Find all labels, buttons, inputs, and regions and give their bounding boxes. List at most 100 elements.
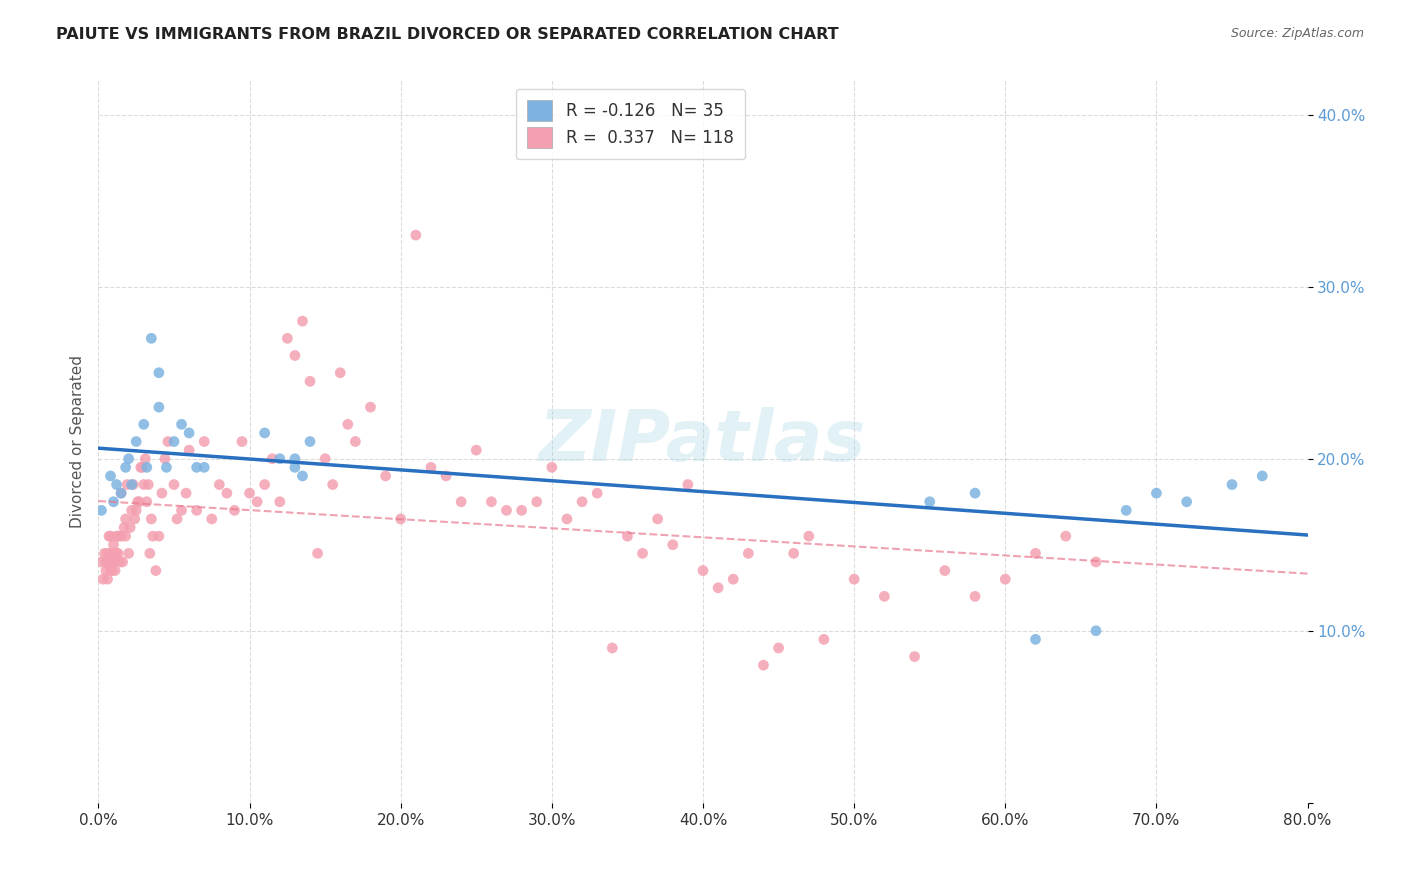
Point	[100, 469, 122, 483]
Point	[783, 546, 806, 560]
Point	[135, 460, 157, 475]
Point	[141, 331, 163, 345]
Point	[284, 349, 307, 363]
Point	[90, 503, 112, 517]
Point	[125, 503, 148, 517]
Point	[360, 400, 382, 414]
Point	[322, 477, 344, 491]
Point	[115, 477, 138, 491]
Point	[105, 546, 128, 560]
Point	[344, 434, 367, 449]
Point	[481, 494, 503, 508]
Y-axis label: Divorced or Separated: Divorced or Separated	[69, 355, 84, 528]
Point	[105, 477, 128, 491]
Point	[1220, 477, 1243, 491]
Point	[105, 529, 128, 543]
Point	[586, 486, 609, 500]
Legend: R = -0.126   N= 35, R =  0.337   N= 118: R = -0.126 N= 35, R = 0.337 N= 118	[516, 88, 745, 160]
Point	[127, 494, 149, 508]
Point	[107, 546, 129, 560]
Point	[844, 572, 866, 586]
Point	[108, 555, 131, 569]
Point	[141, 512, 163, 526]
Point	[707, 581, 730, 595]
Point	[103, 555, 125, 569]
Point	[616, 529, 638, 543]
Point	[647, 512, 669, 526]
Point	[540, 460, 562, 475]
Point	[100, 564, 122, 578]
Point	[112, 520, 135, 534]
Point	[389, 512, 412, 526]
Point	[142, 529, 165, 543]
Point	[128, 494, 150, 508]
Point	[163, 434, 186, 449]
Point	[121, 477, 143, 491]
Point	[208, 477, 231, 491]
Point	[510, 503, 533, 517]
Point	[148, 400, 170, 414]
Point	[136, 477, 159, 491]
Point	[253, 425, 276, 440]
Point	[193, 434, 215, 449]
Point	[1251, 469, 1274, 483]
Point	[110, 529, 132, 543]
Point	[752, 658, 775, 673]
Point	[253, 477, 276, 491]
Point	[336, 417, 359, 432]
Point	[329, 366, 352, 380]
Point	[94, 555, 117, 569]
Point	[1054, 529, 1077, 543]
Point	[90, 555, 112, 569]
Point	[148, 366, 170, 380]
Point	[465, 443, 488, 458]
Point	[291, 314, 314, 328]
Point	[269, 494, 291, 508]
Point	[284, 451, 307, 466]
Point	[1024, 546, 1046, 560]
Point	[170, 503, 193, 517]
Point	[131, 460, 153, 475]
Point	[186, 503, 208, 517]
Point	[132, 417, 155, 432]
Point	[246, 494, 269, 508]
Point	[224, 503, 246, 517]
Point	[262, 451, 284, 466]
Point	[114, 529, 136, 543]
Point	[153, 451, 176, 466]
Text: Source: ZipAtlas.com: Source: ZipAtlas.com	[1230, 27, 1364, 40]
Point	[145, 564, 167, 578]
Point	[166, 512, 188, 526]
Point	[797, 529, 820, 543]
Point	[723, 572, 745, 586]
Point	[873, 590, 896, 604]
Point	[122, 477, 145, 491]
Point	[125, 434, 148, 449]
Point	[768, 640, 790, 655]
Point	[1085, 624, 1108, 638]
Point	[150, 486, 173, 500]
Point	[291, 469, 314, 483]
Point	[934, 564, 956, 578]
Point	[98, 529, 121, 543]
Point	[1144, 486, 1167, 500]
Point	[100, 529, 122, 543]
Point	[661, 538, 683, 552]
Point	[1115, 503, 1137, 517]
Point	[571, 494, 593, 508]
Point	[918, 494, 941, 508]
Point	[314, 451, 336, 466]
Point	[631, 546, 654, 560]
Point	[104, 564, 127, 578]
Point	[299, 375, 322, 389]
Point	[129, 460, 152, 475]
Point	[231, 434, 253, 449]
Point	[148, 529, 170, 543]
Point	[91, 572, 114, 586]
Point	[101, 564, 124, 578]
Point	[215, 486, 238, 500]
Point	[965, 590, 987, 604]
Point	[994, 572, 1017, 586]
Point	[276, 331, 298, 345]
Point	[163, 477, 186, 491]
